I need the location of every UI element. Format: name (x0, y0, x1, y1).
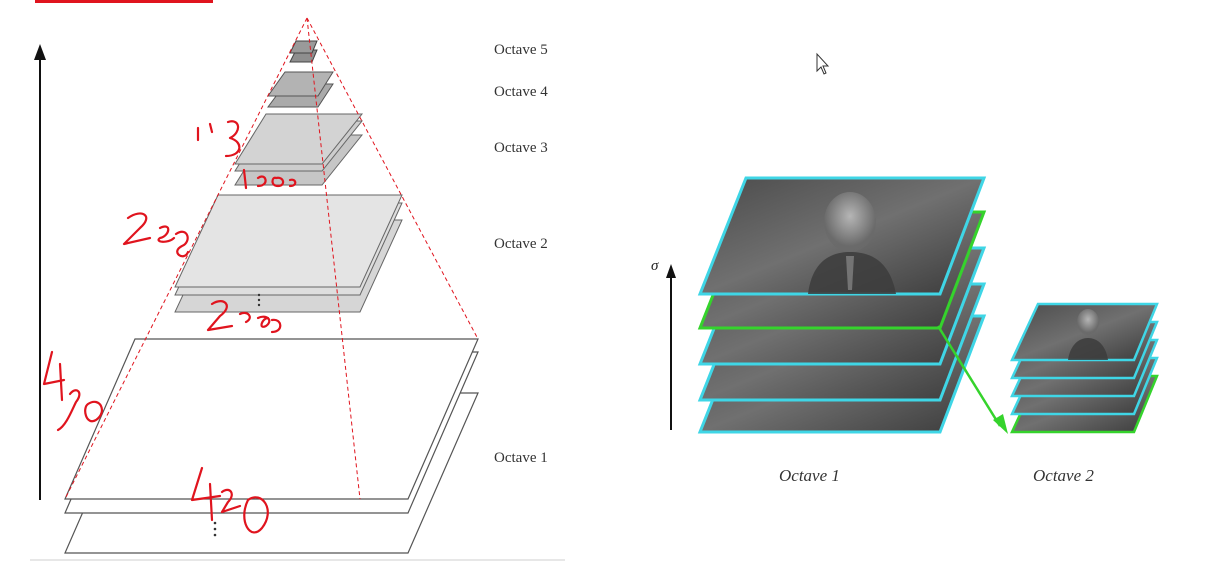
stack-octave2-label: Octave 2 (1033, 466, 1094, 485)
portrait-body-small (1068, 338, 1108, 360)
portrait-tie (846, 256, 854, 290)
sigma-axis-arrowhead (666, 264, 676, 278)
octave3-plane-1 (234, 113, 364, 165)
octave4-label: Octave 4 (494, 84, 548, 100)
octave1-plane-1 (64, 338, 479, 500)
scribble-4e0-bottom (190, 466, 269, 534)
octave1-label: Octave 1 (494, 450, 548, 466)
octave2-dots (257, 293, 261, 307)
scribble-2e0 (206, 300, 282, 334)
octave2-layer-1 (1010, 302, 1159, 362)
downsample-arrowhead (993, 414, 1008, 434)
scale-axis-arrowhead (34, 44, 46, 60)
scribble-1e0 (242, 168, 297, 190)
octave3-label: Octave 3 (494, 140, 548, 156)
octave2-plane-1 (174, 194, 403, 288)
gaussian-stack-diagram (666, 176, 1159, 434)
scribble-1e2 (196, 120, 241, 158)
downsample-arrow (936, 325, 1002, 427)
handwritten-annotations (42, 120, 297, 534)
octave2-label: Octave 2 (494, 236, 548, 252)
octave5-label: Octave 5 (494, 42, 548, 58)
portrait-face (824, 192, 876, 252)
pyramid-edges (64, 17, 479, 500)
portrait-face-small (1077, 309, 1099, 335)
sigma-label: σ (651, 258, 659, 274)
octave4-plane-1 (267, 71, 334, 97)
octave1-dots (213, 521, 217, 537)
stack-octave1-label: Octave 1 (779, 466, 840, 485)
pyramid-diagram (30, 17, 565, 561)
octave1-layer-1 (697, 176, 987, 296)
mouse-cursor-icon (816, 52, 830, 75)
scribble-2e2 (122, 212, 190, 258)
scribble-4e0-side (42, 350, 103, 432)
top-red-strip (35, 0, 213, 3)
octave5-plane-1 (289, 40, 318, 54)
